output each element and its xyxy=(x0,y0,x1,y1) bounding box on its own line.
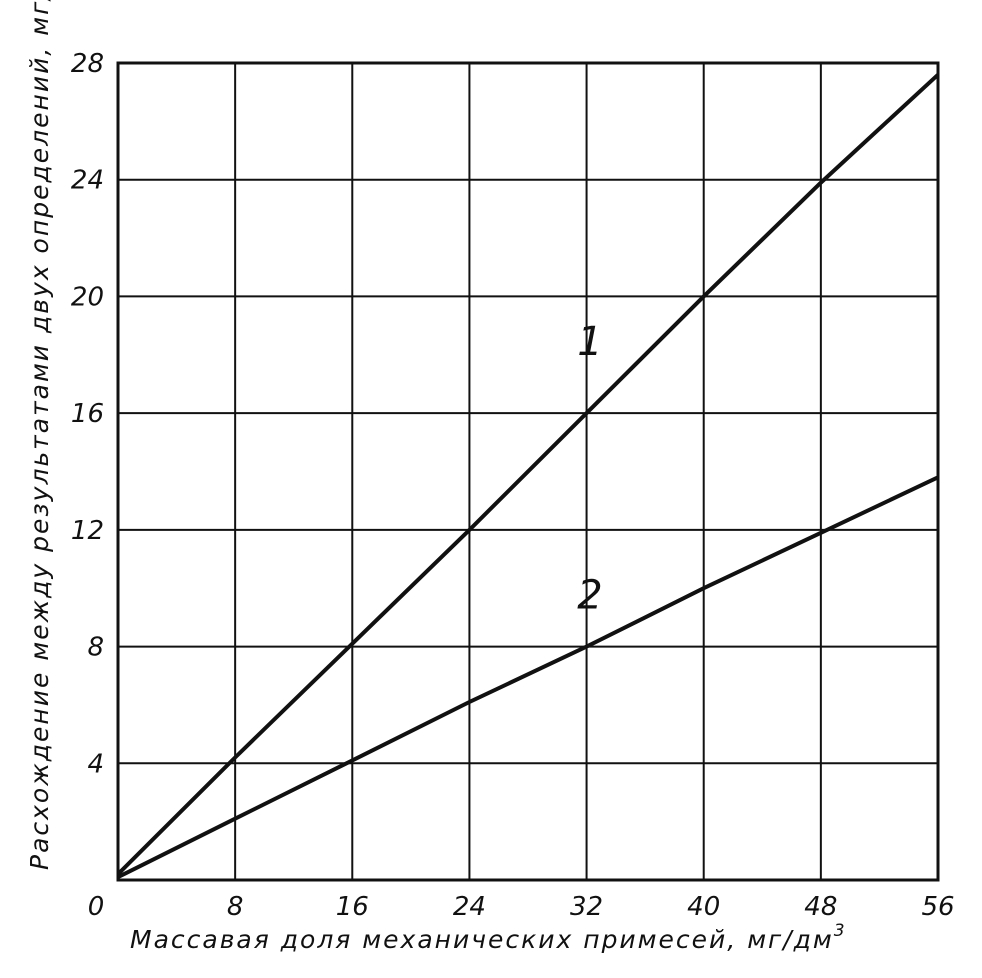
series-label-2: 2 xyxy=(577,573,602,619)
series-labels: 12 xyxy=(577,319,602,619)
x-tick-label: 24 xyxy=(453,892,486,922)
y-tick-label: 8 xyxy=(87,633,104,663)
x-axis-title: Массавая доля механических примесей, мг/… xyxy=(130,921,847,954)
x-tick-label: 32 xyxy=(570,892,603,922)
x-tick-label: 40 xyxy=(687,892,720,922)
series-lines xyxy=(116,73,940,879)
x-tick-label: 8 xyxy=(227,892,244,922)
x-axis-title-superscript: 3 xyxy=(834,921,847,941)
y-tick-label: 16 xyxy=(71,399,104,429)
y-tick-label: 24 xyxy=(71,166,104,196)
plot-frame xyxy=(116,61,940,882)
x-tick-label: 16 xyxy=(336,892,369,922)
series-label-1: 1 xyxy=(577,319,602,365)
y-tick-label: 28 xyxy=(71,49,104,79)
x-tick-label: 56 xyxy=(921,892,954,922)
y-tick-label: 20 xyxy=(71,282,104,312)
y-axis-title-text: Расхождение между результатами двух опре… xyxy=(25,0,54,870)
y-tick-labels: 4 8 12 16 20 24 28 xyxy=(71,49,104,779)
series-line-1 xyxy=(116,73,940,876)
grid xyxy=(118,63,938,880)
series-line-2 xyxy=(117,475,939,879)
y-axis-title: Расхождение между результатами двух опре… xyxy=(21,0,54,870)
x-tick-label: 48 xyxy=(804,892,837,922)
x-tick-label: 0 xyxy=(88,892,105,922)
y-tick-label: 4 xyxy=(87,749,104,779)
y-tick-label: 12 xyxy=(71,516,104,546)
x-axis-title-text: Массавая доля механических примесей, мг/… xyxy=(130,925,834,954)
x-tick-labels: 0 8 16 24 32 40 48 56 xyxy=(88,892,955,922)
